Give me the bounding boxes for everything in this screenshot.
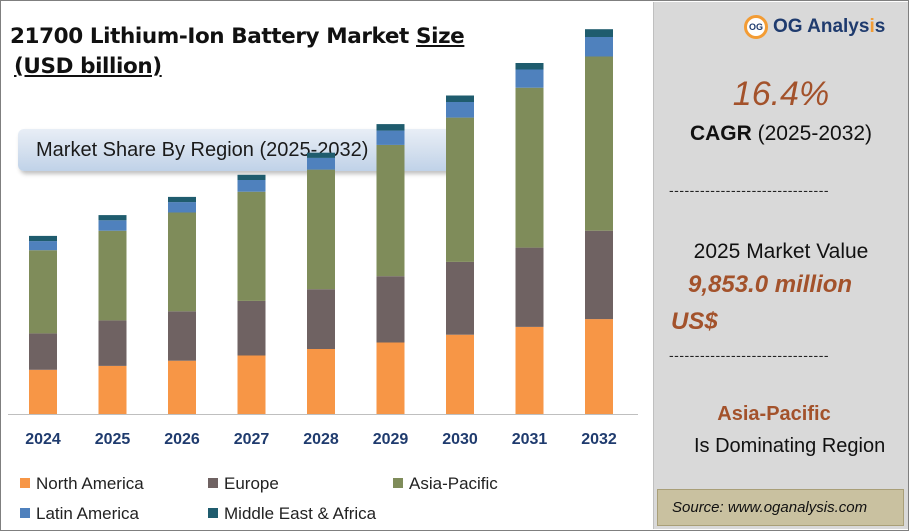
x-tick-label: 2032 [581, 431, 617, 448]
summary-panel: OG OG Analysis 16.4% CAGR (2025-2032) --… [653, 2, 908, 529]
legend-label: Europe [224, 474, 279, 493]
bar-segment-2028-1 [307, 289, 335, 349]
bar-segment-2027-4 [237, 174, 266, 180]
legend-item: Europe [208, 474, 279, 494]
bar-segment-2031-1 [515, 247, 544, 327]
logo-text: OG Analysis [773, 16, 885, 38]
bar-segment-2028-3 [307, 157, 335, 170]
title-main-text: 21700 Lithium-Ion Battery Market [10, 24, 417, 49]
bar-segment-2032-4 [585, 29, 613, 37]
bar-segment-2032-1 [585, 230, 613, 320]
title-underlined-text: Size [416, 24, 465, 49]
bar-segment-2029-4 [376, 124, 405, 131]
bar-segment-2024-1 [29, 333, 57, 370]
x-tick-label: 2027 [234, 431, 270, 448]
bar-segment-2027-0 [237, 355, 266, 414]
bar-segment-2031-2 [515, 87, 544, 248]
dominating-region: Asia-Pacific [717, 403, 831, 425]
bar-segment-2027-3 [237, 180, 266, 192]
legend-swatch [208, 478, 218, 488]
legend-label: North America [36, 474, 144, 493]
x-tick-label: 2031 [512, 431, 548, 448]
cagr-value: 16.4% [732, 75, 830, 113]
bar-segment-2026-2 [168, 212, 196, 312]
bar-segment-2028-2 [307, 169, 335, 290]
logo-badge-icon: OG [744, 15, 768, 39]
bar-segment-2029-2 [376, 144, 405, 277]
bar-segment-2027-2 [237, 191, 266, 301]
logo-text-b: s [874, 16, 886, 37]
bar-segment-2031-4 [515, 63, 544, 70]
market-value-label: 2025 Market Value [693, 240, 869, 263]
cagr-label: CAGR (2025-2032) [654, 122, 908, 146]
bar-segment-2026-0 [168, 360, 196, 414]
title-line-1: 21700 Lithium-Ion Battery Market Size [10, 24, 465, 49]
og-analysis-logo: OG OG Analysis [744, 15, 885, 39]
legend-item: Asia-Pacific [393, 474, 498, 494]
legend-item: North America [20, 474, 144, 494]
x-tick-label: 2025 [95, 431, 131, 448]
x-tick-label: 2024 [25, 431, 61, 448]
bar-segment-2029-1 [376, 276, 405, 343]
chart-title: 21700 Lithium-Ion Battery Market Size (U… [10, 22, 465, 82]
dominating-region-text: Is Dominating Region [694, 435, 886, 457]
bar-segment-2025-4 [98, 215, 127, 221]
bar-segment-2025-3 [98, 220, 127, 231]
legend-swatch [20, 508, 30, 518]
source-text: Source: www.oganalysis.com [672, 499, 868, 516]
bar-segment-2028-4 [307, 152, 335, 158]
legend-swatch [393, 478, 403, 488]
bar-segment-2031-3 [515, 69, 544, 88]
bar-segment-2026-1 [168, 311, 196, 361]
bar-segment-2024-0 [29, 369, 57, 414]
bar-segment-2028-0 [307, 349, 335, 414]
bar-segment-2030-2 [446, 117, 474, 262]
x-tick-label: 2029 [373, 431, 409, 448]
bar-segment-2029-3 [376, 130, 405, 145]
bar-segment-2025-1 [98, 320, 127, 366]
x-tick-label: 2028 [303, 431, 339, 448]
bar-segment-2031-0 [515, 326, 544, 414]
legend-label: Middle East & Africa [224, 504, 377, 523]
bar-segment-2032-3 [585, 37, 613, 57]
logo-text-i: i [869, 16, 875, 37]
x-tick-label: 2026 [164, 431, 200, 448]
bar-segment-2026-4 [168, 196, 196, 203]
bar-segment-2024-2 [29, 250, 57, 334]
legend-label: Latin America [36, 504, 139, 523]
legend-label: Asia-Pacific [409, 474, 498, 493]
bar-segment-2030-0 [446, 334, 474, 414]
bar-segment-2032-0 [585, 319, 613, 414]
region-share-label: Market Share By Region (2025-2032) [36, 139, 369, 161]
bar-segment-2025-0 [98, 365, 127, 414]
bar-segment-2024-4 [29, 235, 57, 242]
bar-segment-2025-2 [98, 230, 127, 321]
bar-segment-2024-3 [29, 241, 57, 251]
divider-top: ------------------------------- [669, 182, 830, 198]
legend-swatch [208, 508, 218, 518]
legend-item: Middle East & Africa [208, 504, 376, 524]
legend-swatch [20, 478, 30, 488]
stacked-bar-chart: 2024 2025 2026 2027 2028 2029 2030 2031 2032 [8, 29, 638, 448]
source-box: Source: www.oganalysis.com [657, 489, 904, 526]
bar-segment-2026-3 [168, 202, 196, 213]
bar-segment-2032-2 [585, 56, 613, 231]
market-value-unit: US$ [671, 308, 718, 335]
logo-text-a: OG Analys [773, 16, 870, 37]
bar-segment-2027-1 [237, 300, 266, 356]
bar-segment-2029-0 [376, 342, 405, 414]
title-line-2: (USD billion) [14, 54, 162, 79]
cagr-label-period: (2025-2032) [751, 122, 873, 145]
legend-item: Latin America [20, 504, 139, 524]
cagr-label-bold: CAGR [689, 122, 752, 145]
bar-segment-2030-1 [446, 261, 474, 335]
x-tick-label: 2030 [442, 431, 478, 448]
bar-segment-2030-3 [446, 102, 474, 118]
bar-segment-2030-4 [446, 95, 474, 102]
market-value: 9,853.0 million [688, 271, 853, 298]
divider-bottom: ------------------------------- [669, 347, 830, 363]
